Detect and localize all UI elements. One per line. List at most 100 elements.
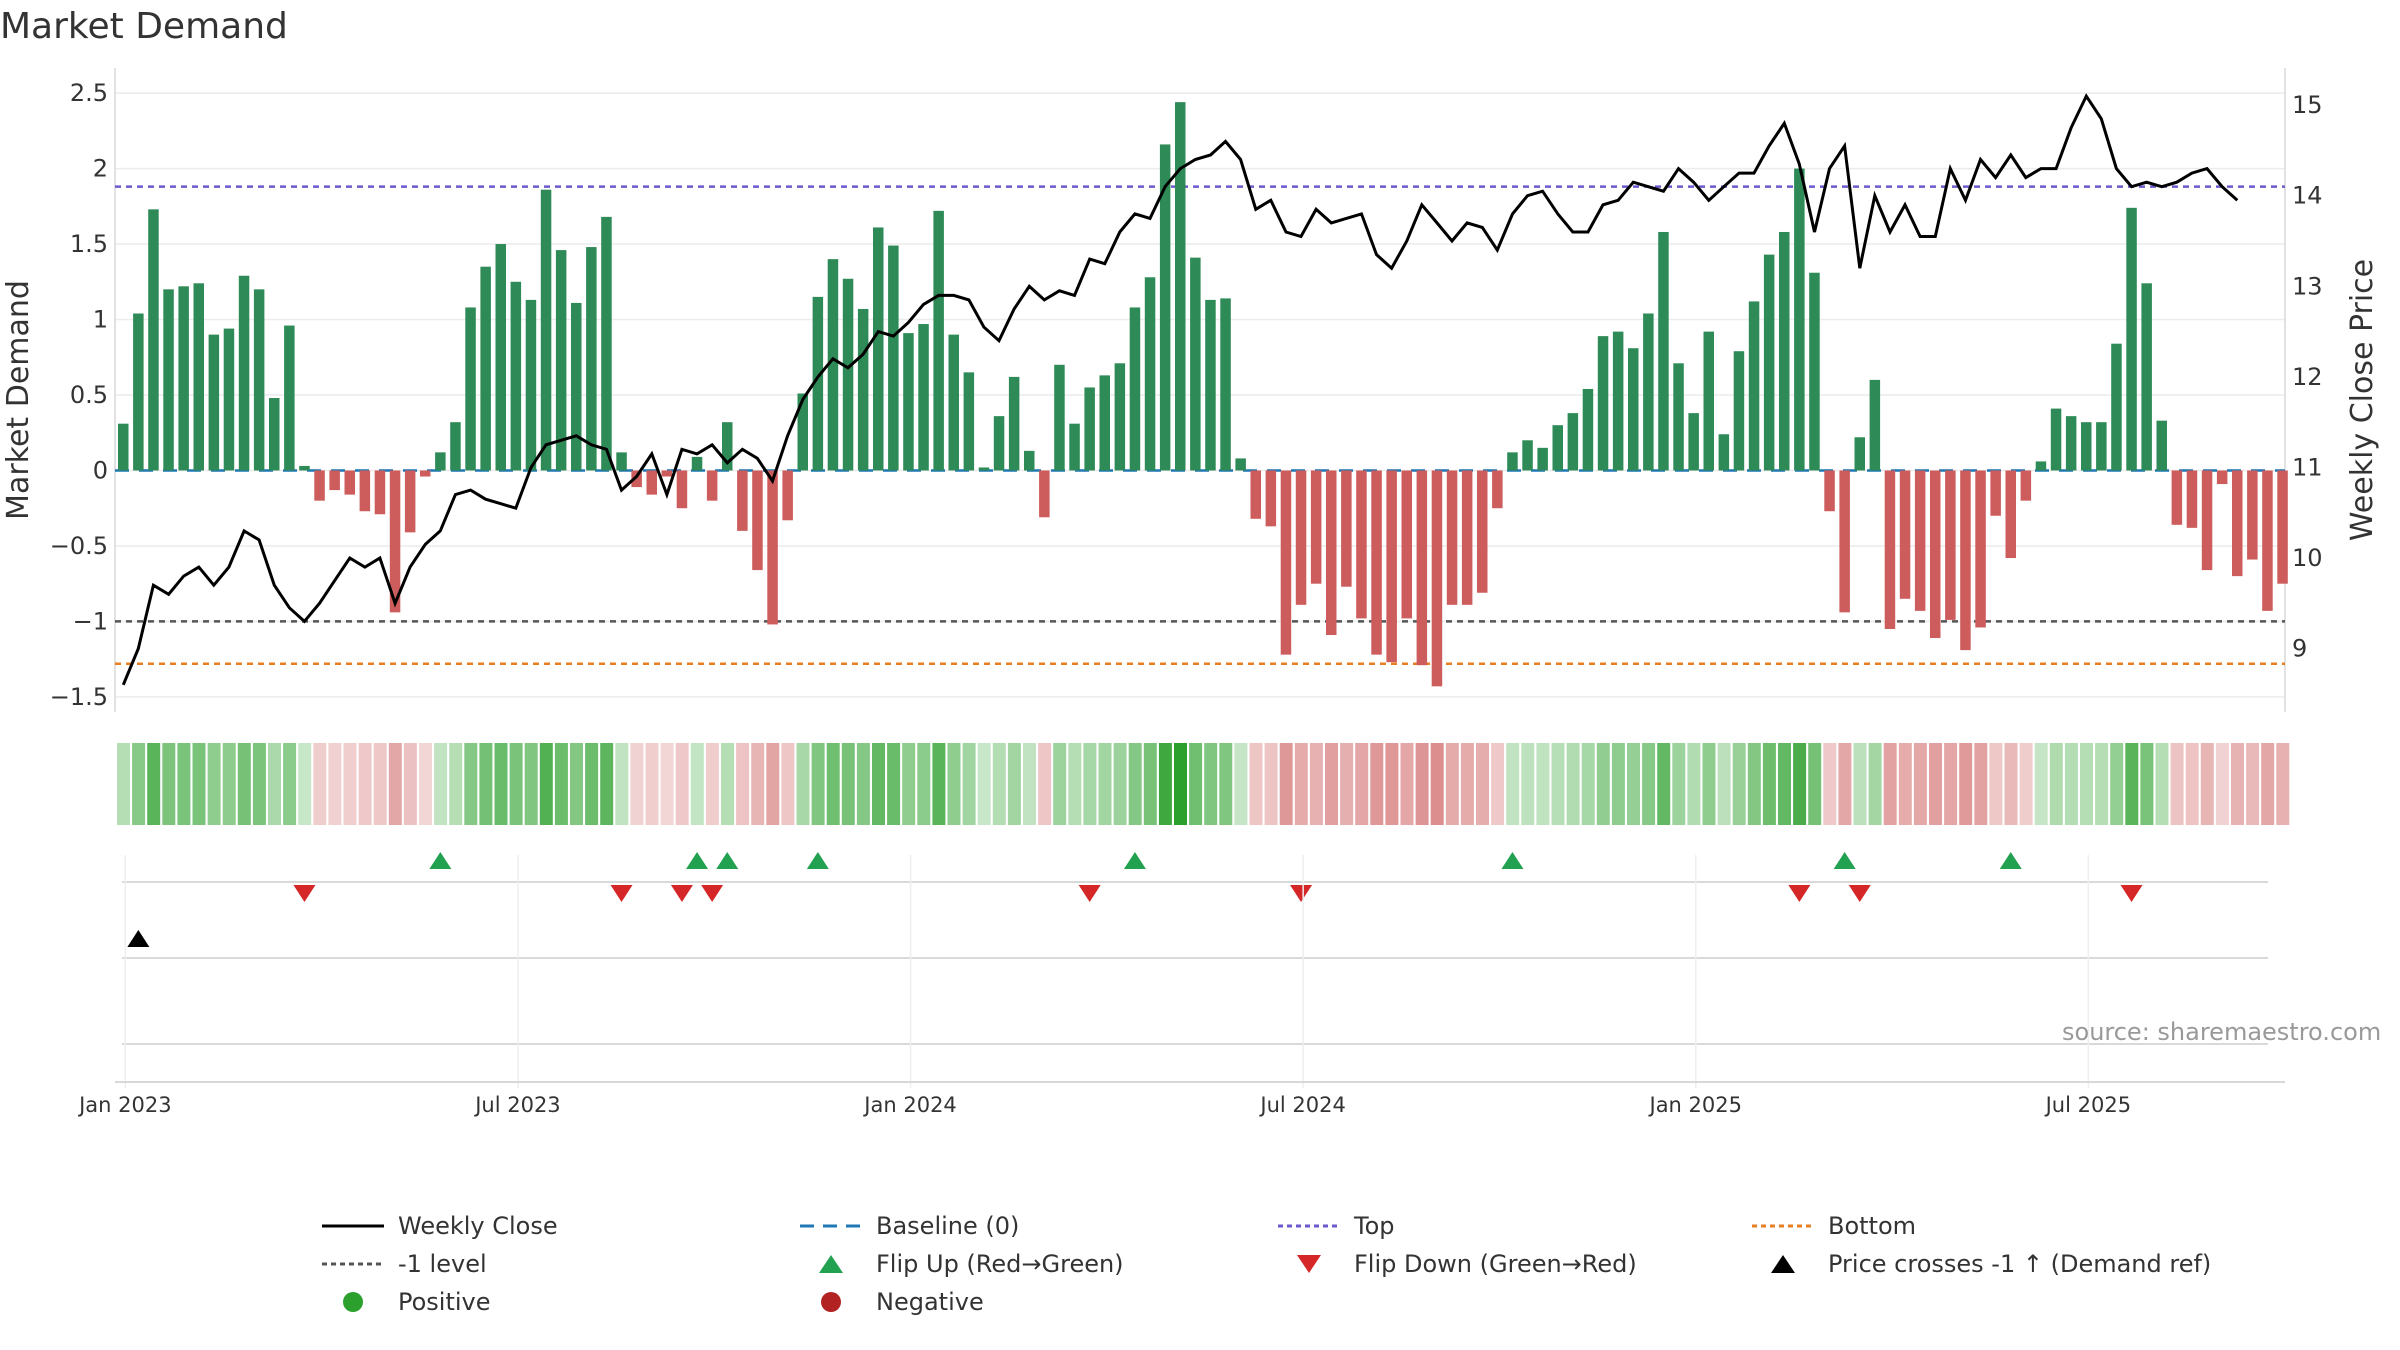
heat-cell [872, 743, 885, 825]
demand-bar [178, 286, 189, 471]
demand-bar [389, 470, 401, 613]
heat-cell [1083, 743, 1097, 825]
demand-bar [1597, 336, 1609, 471]
demand-bar [1567, 413, 1579, 471]
heat-cell [1581, 743, 1595, 825]
heat-cell [1551, 743, 1565, 825]
heat-cell [252, 743, 266, 825]
heat-cell [887, 743, 901, 825]
demand-bar [842, 278, 854, 471]
demand-bar [646, 470, 657, 495]
demand-bar [1477, 470, 1488, 593]
heat-cell [1687, 743, 1701, 825]
x-tick-label: Jan 2024 [862, 1093, 957, 1117]
demand-bar [888, 245, 899, 471]
demand-bar [2216, 470, 2228, 485]
demand-bar [1190, 257, 1201, 471]
flip-up-marker [716, 852, 739, 869]
demand-bar [1990, 470, 2001, 516]
heat-cell [192, 743, 206, 825]
demand-bar [465, 307, 476, 471]
demand-bar [631, 470, 642, 488]
heat-cell [1838, 743, 1852, 825]
heat-cell [388, 743, 402, 825]
heat-cell [1068, 743, 1082, 825]
heat-cell [2215, 743, 2229, 825]
heat-cell [162, 743, 176, 825]
heat-cell [766, 743, 780, 825]
demand-bar [782, 470, 793, 521]
heat-cell [479, 743, 493, 825]
demand-bar [344, 470, 355, 495]
heat-cell [177, 743, 191, 825]
y-tick-label: 0.5 [70, 381, 108, 409]
heat-cell [524, 743, 538, 825]
flip-up-marker [1999, 852, 2022, 869]
heat-cell [736, 743, 750, 825]
flip-down-marker [701, 885, 724, 902]
demand-bar [404, 470, 416, 533]
heat-cell [1370, 743, 1384, 825]
source-credit: source: sharemaestro.com [2062, 1018, 2382, 1046]
demand-bar [616, 452, 627, 471]
heat-cell [1219, 743, 1233, 825]
demand-bar [1416, 470, 1428, 666]
demand-bar [797, 393, 808, 471]
heat-cell [373, 743, 387, 825]
heat-cell [1309, 743, 1323, 825]
heat-cell [1611, 743, 1625, 825]
heat-cell [992, 743, 1006, 825]
heat-cell [1944, 743, 1958, 825]
demand-bar [993, 416, 1005, 471]
heat-cell [1158, 743, 1172, 825]
demand-bar [903, 333, 914, 471]
heat-cell [2004, 743, 2018, 825]
heat-cell [1279, 743, 1293, 825]
demand-bar [1008, 376, 1020, 471]
demand-bar [1250, 470, 1261, 519]
heat-cell [932, 743, 946, 825]
x-tick-label: Jan 2025 [1648, 1093, 1743, 1117]
demand-bar [540, 189, 552, 471]
demand-bar [752, 470, 763, 571]
flip-down-marker [1078, 885, 1101, 902]
demand-bar [1310, 470, 1322, 584]
demand-bar [1054, 364, 1065, 471]
flip-down-marker [293, 885, 316, 902]
demand-bar [963, 372, 975, 471]
demand-bar [2035, 461, 2047, 471]
weekly-close-line [121, 93, 2239, 686]
flip-up-marker [1833, 852, 1856, 869]
demand-bar [873, 227, 884, 471]
heat-cell [600, 743, 614, 825]
demand-bars [118, 102, 2288, 687]
demand-bar [1265, 470, 1277, 527]
demand-bar [1673, 363, 1684, 471]
heat-cell [207, 743, 221, 825]
demand-bar [359, 470, 371, 512]
heat-cell [1294, 743, 1308, 825]
signal-rows [122, 852, 2268, 1045]
heat-cell [2261, 743, 2275, 825]
demand-bar [329, 470, 340, 491]
heat-cell [1249, 743, 1263, 825]
heat-cell [2276, 743, 2290, 825]
demand-bar [2111, 343, 2122, 471]
y-tick-label: 2.5 [70, 79, 108, 107]
demand-bar [1537, 447, 1548, 471]
heat-cell [2019, 743, 2033, 825]
demand-bar [827, 259, 839, 471]
heat-cell [1702, 743, 1716, 825]
demand-bar [1930, 470, 1941, 639]
heat-cell [2231, 743, 2244, 825]
demand-bar [1326, 470, 1337, 636]
y-tick-label: 2 [93, 155, 108, 183]
x-tick-label: Jul 2024 [1258, 1093, 1345, 1117]
y-tick-label: −1 [73, 607, 108, 635]
x-tick-label: Jan 2023 [77, 1093, 172, 1117]
heat-cell [690, 743, 704, 825]
heat-cell [1959, 743, 1973, 825]
demand-bar [314, 470, 325, 501]
heat-cell [464, 743, 478, 825]
demand-bar [1628, 348, 1639, 471]
